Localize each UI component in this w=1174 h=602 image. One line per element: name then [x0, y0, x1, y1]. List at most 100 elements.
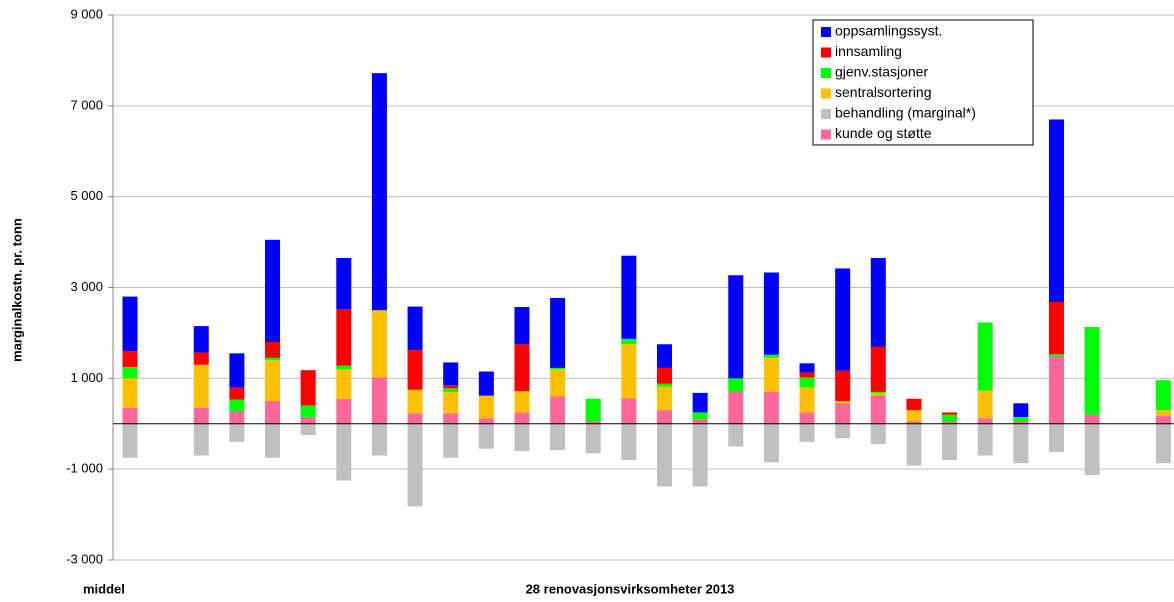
bar-segment — [265, 239, 281, 342]
bar-segment — [763, 391, 779, 424]
bar-segment — [835, 370, 851, 402]
bar-segment — [336, 369, 352, 399]
bar-segment — [977, 418, 993, 424]
bar-segment — [478, 423, 494, 449]
legend-swatch — [821, 88, 831, 99]
bar-segment — [336, 423, 352, 481]
bar-segment — [977, 322, 993, 391]
bar-segment — [942, 423, 958, 461]
bar-segment — [621, 338, 637, 345]
bar-segment — [728, 275, 744, 379]
bar-segment — [122, 423, 138, 458]
bar-segment — [514, 307, 530, 345]
bar-segment — [692, 412, 708, 420]
bar-segment — [300, 423, 316, 436]
bar-segment — [229, 411, 245, 424]
bar-segment — [122, 407, 138, 424]
bar-segment — [621, 255, 637, 339]
bar-segment — [763, 357, 779, 392]
bar-segment — [942, 414, 958, 422]
bar-segment — [371, 423, 387, 456]
bar-segment — [336, 309, 352, 366]
bar-segment — [763, 354, 779, 358]
legend-swatch — [821, 129, 831, 140]
legend-swatch — [821, 27, 831, 37]
bar-segment — [906, 423, 922, 466]
bar-segment — [1155, 410, 1171, 417]
bar-segment — [478, 418, 494, 424]
bar-segment — [692, 423, 708, 487]
bar-segment — [906, 398, 922, 411]
y-axis-title: marginalkostn. pr. tonn — [9, 218, 24, 362]
bar-segment — [300, 405, 316, 417]
bar-segment — [692, 419, 708, 424]
bar-segment — [799, 387, 815, 413]
y-tick-label: 1 000 — [70, 370, 103, 385]
bar-segment — [621, 398, 637, 424]
y-tick-label: 7 000 — [70, 97, 103, 112]
bar-segment — [443, 423, 459, 458]
bar-segment — [265, 401, 281, 424]
legend-swatch — [821, 47, 831, 58]
bar-segment — [977, 423, 993, 456]
legend-label: innsamling — [835, 43, 902, 59]
bar-segment — [799, 377, 815, 388]
y-tick-label: 3 000 — [70, 279, 103, 294]
bar-segment — [193, 423, 209, 456]
bar-segment — [229, 423, 245, 442]
bar-segment — [799, 372, 815, 378]
bar-segment — [728, 378, 744, 392]
legend-box — [812, 19, 1034, 146]
legend-label: oppsamlingssyst. — [835, 23, 942, 39]
y-tick-label: -3 000 — [66, 551, 103, 566]
bar-segment — [443, 391, 459, 414]
bar-segment — [229, 399, 245, 412]
legend-label: gjenv.stasjoner — [835, 64, 928, 80]
bar-segment — [193, 364, 209, 408]
bar-segment — [906, 410, 922, 422]
bar-segment — [1155, 423, 1171, 464]
bar-segment — [870, 257, 886, 347]
bar-segment — [407, 413, 423, 424]
bar-segment — [371, 310, 387, 378]
bar-segment — [763, 272, 779, 355]
bar-segment — [514, 344, 530, 392]
bar-segment — [1048, 302, 1064, 355]
y-tick-label: -1 000 — [66, 461, 103, 476]
bar-segment — [1013, 416, 1029, 422]
bar-segment — [265, 342, 281, 358]
bar-segment — [193, 326, 209, 353]
bar-segment — [478, 395, 494, 419]
bar-segment — [336, 398, 352, 424]
y-tick-label: 5 000 — [70, 188, 103, 203]
bar-segment — [336, 257, 352, 310]
bar-segment — [1048, 354, 1064, 357]
bar-segment — [265, 357, 281, 361]
bar-segment — [300, 370, 316, 406]
bar-segment — [870, 346, 886, 392]
bar-segment — [728, 423, 744, 447]
legend-label: kunde og støtte — [835, 125, 932, 141]
bar-segment — [835, 268, 851, 371]
bar-segment — [657, 344, 672, 368]
bar-segment — [550, 367, 566, 370]
bar-segment — [621, 423, 637, 461]
bar-segment — [371, 377, 387, 424]
legend-label: behandling (marginal*) — [835, 105, 976, 121]
bar-segment — [265, 360, 281, 402]
bar-segment — [942, 421, 958, 424]
bar-segment — [550, 297, 566, 368]
legend-label: sentralsortering — [835, 84, 932, 100]
bar-segment — [942, 412, 958, 415]
bar-segment — [514, 391, 530, 413]
bar-segment — [870, 423, 886, 445]
bar-segment — [1048, 356, 1064, 424]
bar-segment — [799, 412, 815, 424]
bar-segment — [1013, 421, 1029, 424]
bar-segment — [550, 423, 566, 451]
bar-segment — [407, 306, 423, 351]
bar-segment — [193, 407, 209, 424]
bar-segment — [443, 413, 459, 424]
bar-segment — [443, 388, 459, 392]
bar-segment — [1155, 416, 1171, 424]
